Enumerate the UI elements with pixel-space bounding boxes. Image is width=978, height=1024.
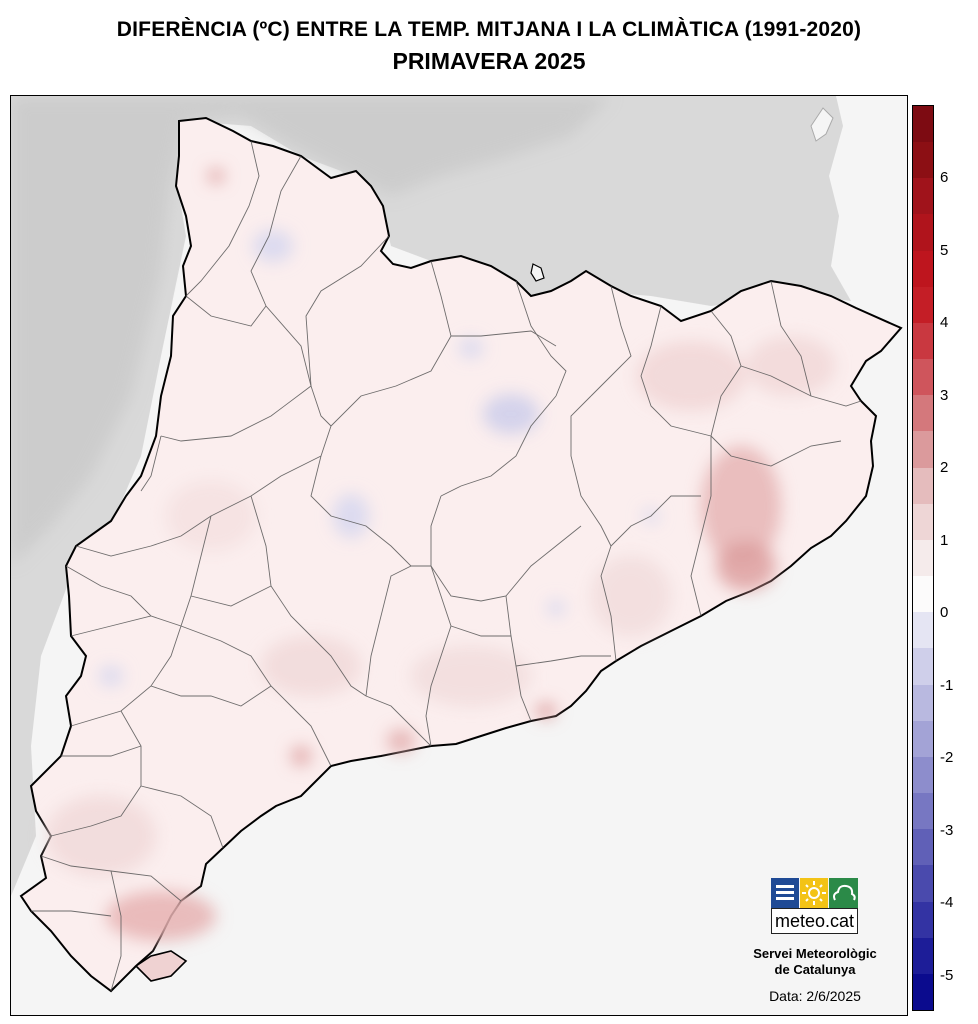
lake <box>530 263 545 282</box>
legend-tick-label: 1 <box>940 531 949 549</box>
comarca-borders <box>31 140 862 992</box>
legend-swatch <box>913 829 933 866</box>
legend-tick-label: -3 <box>940 821 954 839</box>
legend-swatch <box>913 178 933 215</box>
legend-swatch <box>913 395 933 432</box>
anomaly-layer <box>46 169 836 941</box>
legend-swatch <box>913 467 933 505</box>
legend-swatch <box>913 684 933 722</box>
logo-wordmark: meteo.cat <box>771 908 858 934</box>
color-scale-legend <box>912 105 934 1011</box>
terrain-relief-dark <box>11 96 611 566</box>
sun-icon <box>800 878 828 908</box>
legend-swatch <box>913 142 933 179</box>
cloud-icon <box>829 878 858 908</box>
legend-tick-label: 6 <box>940 169 949 187</box>
legend-swatch <box>913 865 933 903</box>
legend-tick-label: 0 <box>940 604 949 622</box>
legend-swatch <box>913 720 933 758</box>
legend-swatch <box>913 539 933 577</box>
legend-swatch <box>913 250 933 288</box>
legend-swatch <box>913 756 933 794</box>
legend-swatch <box>913 937 933 975</box>
issue-date: Data: 2/6/2025 <box>769 988 861 1004</box>
legend-tick-label: -1 <box>940 676 954 694</box>
legend-tick-label: -2 <box>940 749 954 767</box>
delta-spit <box>134 950 188 982</box>
legend-tick-label: -4 <box>940 894 954 912</box>
map-panel <box>10 95 908 1016</box>
cape-creus <box>810 107 834 142</box>
legend-swatch <box>913 322 933 360</box>
map-canvas <box>11 96 903 993</box>
map-title: DIFERÈNCIA (ºC) ENTRE LA TEMP. MITJANA I… <box>116 18 862 41</box>
legend-swatch <box>913 612 933 649</box>
legend-swatch <box>913 106 933 143</box>
map-subtitle: PRIMAVERA 2025 <box>392 48 586 74</box>
legend-tick-label: 5 <box>940 241 949 259</box>
meteocat-logo: meteo.cat <box>771 878 858 934</box>
legend-tick-label: -5 <box>940 966 954 984</box>
legend-swatch <box>913 901 933 939</box>
menu-lines-icon <box>771 878 799 908</box>
legend-swatch <box>913 576 933 613</box>
legend-tick-label: 2 <box>940 459 949 477</box>
legend-tick-label: 4 <box>940 314 949 332</box>
legend-swatch <box>913 973 933 1011</box>
legend-swatch <box>913 793 933 830</box>
legend-swatch <box>913 286 933 324</box>
legend-swatch <box>913 359 933 396</box>
legend-swatch <box>913 431 933 469</box>
legend-swatch <box>913 503 933 541</box>
legend-swatch <box>913 214 933 252</box>
org-name-line1: Servei Meteorològic <box>753 946 877 961</box>
org-name-line2: de Catalunya <box>774 962 856 977</box>
legend-tick-label: 3 <box>940 386 949 404</box>
legend-swatch <box>913 648 933 686</box>
